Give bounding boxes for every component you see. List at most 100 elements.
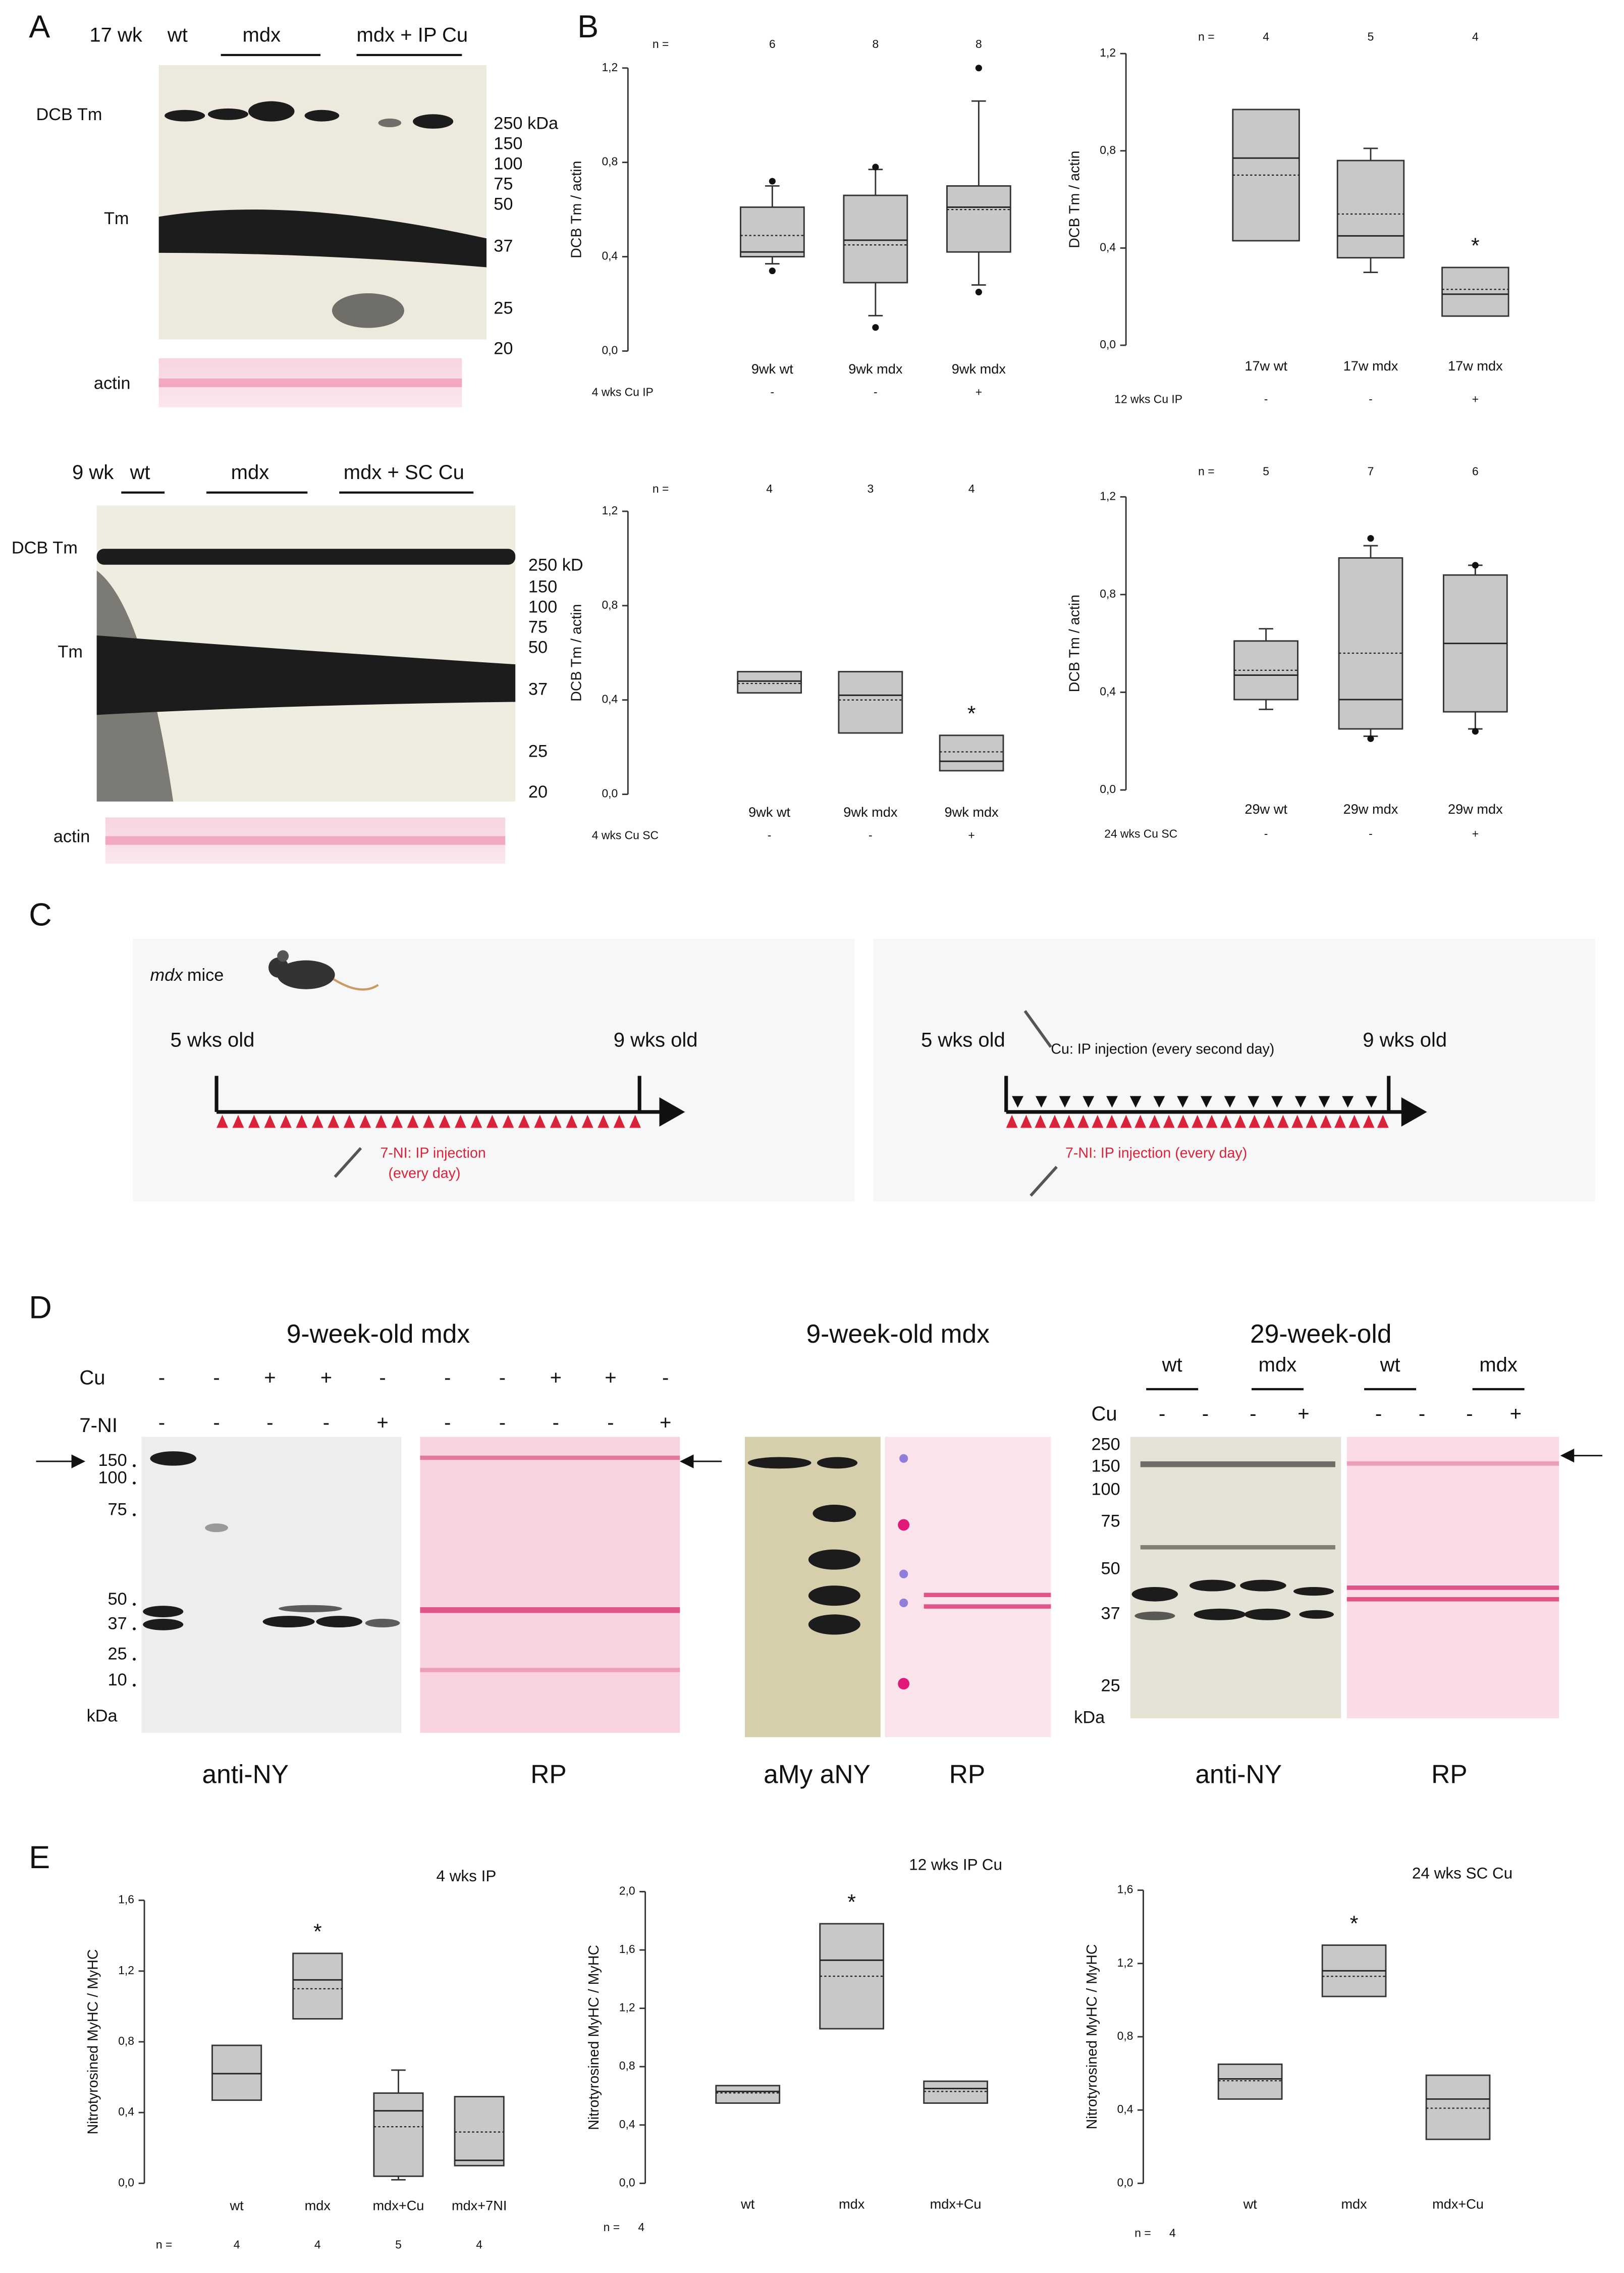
n-value: 5 xyxy=(395,2238,402,2251)
box xyxy=(1425,2074,1491,2140)
injection-marker xyxy=(486,1115,498,1128)
diagram-background xyxy=(873,938,1595,1202)
box-chart: 0,0 0,4 0,8 1,2 1,6 Nitrotyrosined MyHC / MyH… xyxy=(1084,1864,1512,2239)
group: wt xyxy=(1380,1354,1400,1376)
injection-marker xyxy=(1163,1115,1175,1128)
treatment-sign: + xyxy=(605,1367,616,1389)
panel-label: A xyxy=(29,9,50,44)
injection-marker xyxy=(1177,1115,1189,1128)
y-tick-label: 0,0 xyxy=(602,787,618,800)
injection-marker xyxy=(296,1115,308,1128)
marker-label: 20 xyxy=(494,339,513,358)
marker-label: 25 xyxy=(494,299,513,318)
n-label: n = xyxy=(653,482,669,495)
injection-marker xyxy=(423,1115,435,1128)
caption: aMy aNY xyxy=(764,1759,871,1788)
treatment-sign: - xyxy=(266,1411,273,1434)
y-tick-label: 1,6 xyxy=(118,1893,134,1906)
treatment-sign: - xyxy=(1369,393,1373,406)
marker-dot xyxy=(133,1482,136,1485)
y-tick-label: 0,4 xyxy=(118,2105,134,2118)
n-value: 4 xyxy=(766,482,773,495)
injection-marker xyxy=(407,1115,419,1128)
box xyxy=(373,2092,424,2177)
n-value: 4 xyxy=(476,2238,482,2251)
group: mdx + IP Cu xyxy=(357,24,468,46)
box xyxy=(454,2096,505,2166)
treatment-sign: + xyxy=(1472,827,1479,840)
injection-marker xyxy=(1291,1115,1304,1128)
injection-marker xyxy=(1120,1115,1132,1128)
n-value: 5 xyxy=(1263,465,1269,478)
injection-marker xyxy=(1348,1115,1361,1128)
injection-frequency: (every day) xyxy=(388,1165,460,1181)
injection-marker xyxy=(1271,1096,1283,1108)
marker-label: 75 xyxy=(528,618,548,637)
x-tick-label: 17w wt xyxy=(1244,358,1287,374)
injection-marker xyxy=(311,1115,323,1128)
injection-marker xyxy=(1059,1096,1071,1108)
row-label: Tm xyxy=(58,642,83,661)
marker-label: 25 xyxy=(1101,1676,1120,1695)
marker-label: 50 xyxy=(494,195,513,214)
box xyxy=(1336,160,1405,259)
y-tick-label: 0,0 xyxy=(1100,782,1116,796)
caption: RP xyxy=(1431,1759,1468,1788)
x-tick-label: mdx+Cu xyxy=(930,2196,982,2211)
treatment-sign: - xyxy=(1419,1403,1425,1425)
group: wt xyxy=(1162,1354,1182,1376)
injection-marker xyxy=(581,1115,593,1128)
timelines xyxy=(214,1076,1427,1127)
group: mdx xyxy=(1479,1354,1518,1376)
y-tick-label: 0,8 xyxy=(602,598,618,611)
injection-marker xyxy=(439,1115,451,1128)
marker-label: 250 xyxy=(1091,1435,1120,1454)
marker-label: 150 xyxy=(1091,1457,1120,1476)
x-tick-label: wt xyxy=(1243,2196,1258,2211)
marker-dot xyxy=(133,1658,136,1661)
injection-marker xyxy=(1106,1096,1118,1108)
injection-marker xyxy=(264,1115,276,1128)
marker-label: 25 xyxy=(108,1644,127,1663)
significance: * xyxy=(313,1920,322,1944)
caption: anti-NY xyxy=(1195,1759,1282,1788)
y-tick-label: 1,2 xyxy=(602,504,618,517)
treatment-sign: - xyxy=(1202,1403,1209,1425)
injection-label: 7-NI: IP injection xyxy=(381,1145,486,1161)
outlier xyxy=(872,324,879,331)
treatment-sign: + xyxy=(968,829,975,842)
n-value: 8 xyxy=(872,37,879,50)
y-tick-label: 0,8 xyxy=(1100,587,1116,600)
marker-label: 75 xyxy=(108,1500,127,1519)
box xyxy=(1338,557,1403,730)
outlier xyxy=(769,267,776,275)
marker-label: 100 xyxy=(1091,1479,1120,1499)
y-tick-label: 0,4 xyxy=(1117,2102,1133,2116)
chart-title: 4 wks IP xyxy=(436,1867,496,1885)
injection-markers xyxy=(216,1096,1389,1128)
panel-label: C xyxy=(29,897,51,932)
box xyxy=(739,206,805,257)
injection-marker xyxy=(1318,1096,1330,1108)
injection-marker xyxy=(1192,1115,1204,1128)
marker-label: 50 xyxy=(108,1590,127,1609)
n-label: n = xyxy=(653,37,669,50)
box-chart: 0,0 0,4 0,8 1,2 1,6 Nitrotyrosined MyHC / MyH… xyxy=(85,1867,507,2251)
row-label: Cu xyxy=(1091,1403,1117,1425)
y-axis-label: DCB Tm / actin xyxy=(1067,150,1083,248)
n-value: 4 xyxy=(1263,30,1269,43)
significance: * xyxy=(1471,234,1480,258)
significance: * xyxy=(967,702,976,726)
y-tick-label: 1,2 xyxy=(1100,489,1116,502)
marker-label: 10 xyxy=(108,1670,127,1689)
x-tick-label: 29w wt xyxy=(1244,801,1287,817)
box xyxy=(946,185,1011,253)
y-axis-label: DCB Tm / actin xyxy=(1067,595,1083,692)
unit: kDa xyxy=(1074,1708,1105,1727)
y-axis-label: DCB Tm / actin xyxy=(569,604,585,702)
blot-title: 9-week-old mdx xyxy=(287,1319,470,1348)
caption: RP xyxy=(949,1759,986,1788)
loading-label: actin xyxy=(94,374,130,393)
